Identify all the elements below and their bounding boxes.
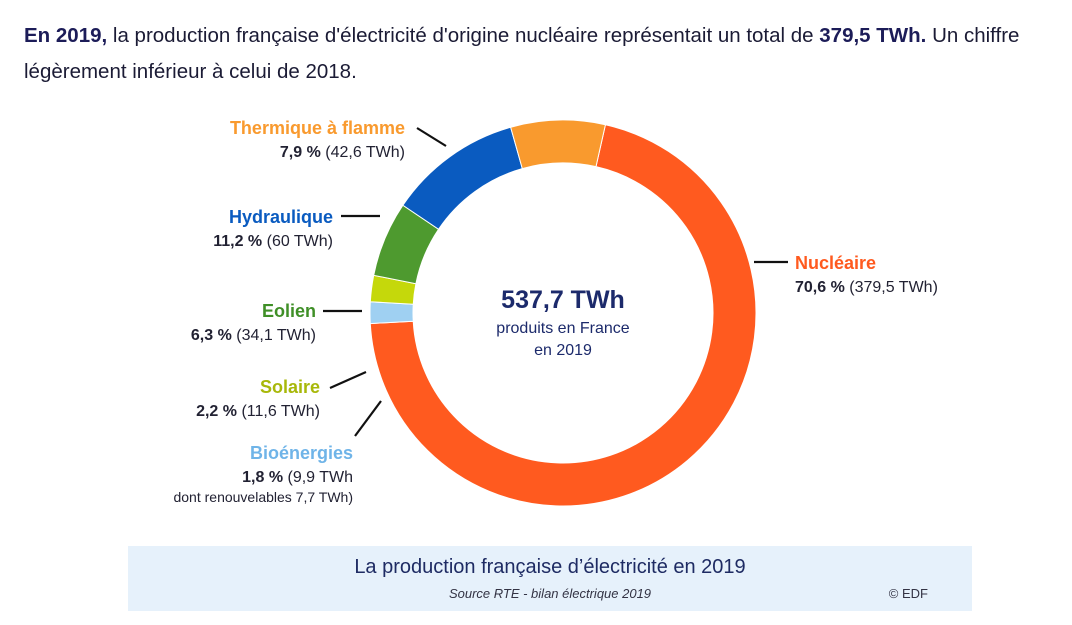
label-eolien-percent: 6,3 % xyxy=(191,327,232,344)
label-nucleaire-values: 70,6 % (379,5 TWh) xyxy=(795,279,938,296)
label-bio-values: 1,8 % (9,9 TWh xyxy=(242,469,353,486)
chart-caption-box: La production française d’électricité en… xyxy=(128,546,972,611)
label-bio-name: Bioénergies xyxy=(250,443,353,463)
caption-source: Source RTE - bilan électrique 2019 xyxy=(448,586,652,601)
intro-text-a: la production française d'électricité d'… xyxy=(107,24,820,47)
caption-title: La production française d’électricité en… xyxy=(354,556,746,578)
label-solaire-percent: 2,2 % xyxy=(196,403,237,420)
center-line1: produits en France xyxy=(496,320,630,337)
slice-hydraulique xyxy=(402,126,523,230)
label-nucleaire-name: Nucléaire xyxy=(795,253,876,273)
label-hydraulique-name: Hydraulique xyxy=(229,207,333,227)
label-eolien-name: Eolien xyxy=(262,301,316,321)
intro-year: En 2019, xyxy=(24,24,108,47)
leader-bio xyxy=(354,400,382,437)
leader-lines xyxy=(323,127,788,437)
caption-copyright: © EDF xyxy=(888,586,928,601)
center-value: 537,7 TWh xyxy=(501,286,625,314)
leader-solaire xyxy=(329,370,367,390)
intro-text-b: Un chiffre légèrement inférieur à celui … xyxy=(24,24,1020,83)
intro-value: 379,5 TWh. xyxy=(819,24,927,47)
label-solaire-name: Solaire xyxy=(260,377,320,397)
label-hydraulique-detail: (60 TWh) xyxy=(267,233,333,250)
label-bio-note: dont renouvelables 7,7 TWh) xyxy=(173,489,353,505)
label-nucleaire-percent: 70,6 % xyxy=(795,279,845,296)
slice-nucl-aire xyxy=(369,124,757,507)
label-bio-percent: 1,8 % xyxy=(242,469,283,486)
label-solaire-values: 2,2 % (11,6 TWh) xyxy=(196,403,320,420)
label-hydraulique-values: 11,2 % (60 TWh) xyxy=(213,233,333,250)
label-thermique-values: 7,9 % (42,6 TWh) xyxy=(280,144,405,161)
intro-paragraph: En 2019, la production française d'élect… xyxy=(24,18,1054,90)
label-nucleaire-detail: (379,5 TWh) xyxy=(849,279,938,296)
label-solaire-detail: (11,6 TWh) xyxy=(241,403,320,420)
center-line2: en 2019 xyxy=(534,342,592,359)
label-bio-detail: (9,9 TWh xyxy=(288,469,354,486)
electricity-donut-chart: 537,7 TWh produits en France en 2019 Nuc… xyxy=(173,118,938,507)
label-thermique-percent: 7,9 % xyxy=(280,144,321,161)
label-eolien-detail: (34,1 TWh) xyxy=(236,327,316,344)
label-thermique-name: Thermique à flamme xyxy=(230,118,405,138)
label-eolien-values: 6,3 % (34,1 TWh) xyxy=(191,327,316,344)
leader-thermique xyxy=(416,127,447,147)
slice-thermique-flamme xyxy=(510,119,607,170)
label-hydraulique-percent: 11,2 % xyxy=(213,233,262,250)
label-thermique-detail: (42,6 TWh) xyxy=(325,144,405,161)
donut-slices xyxy=(369,119,757,507)
slice-bio-nergies xyxy=(369,301,414,325)
